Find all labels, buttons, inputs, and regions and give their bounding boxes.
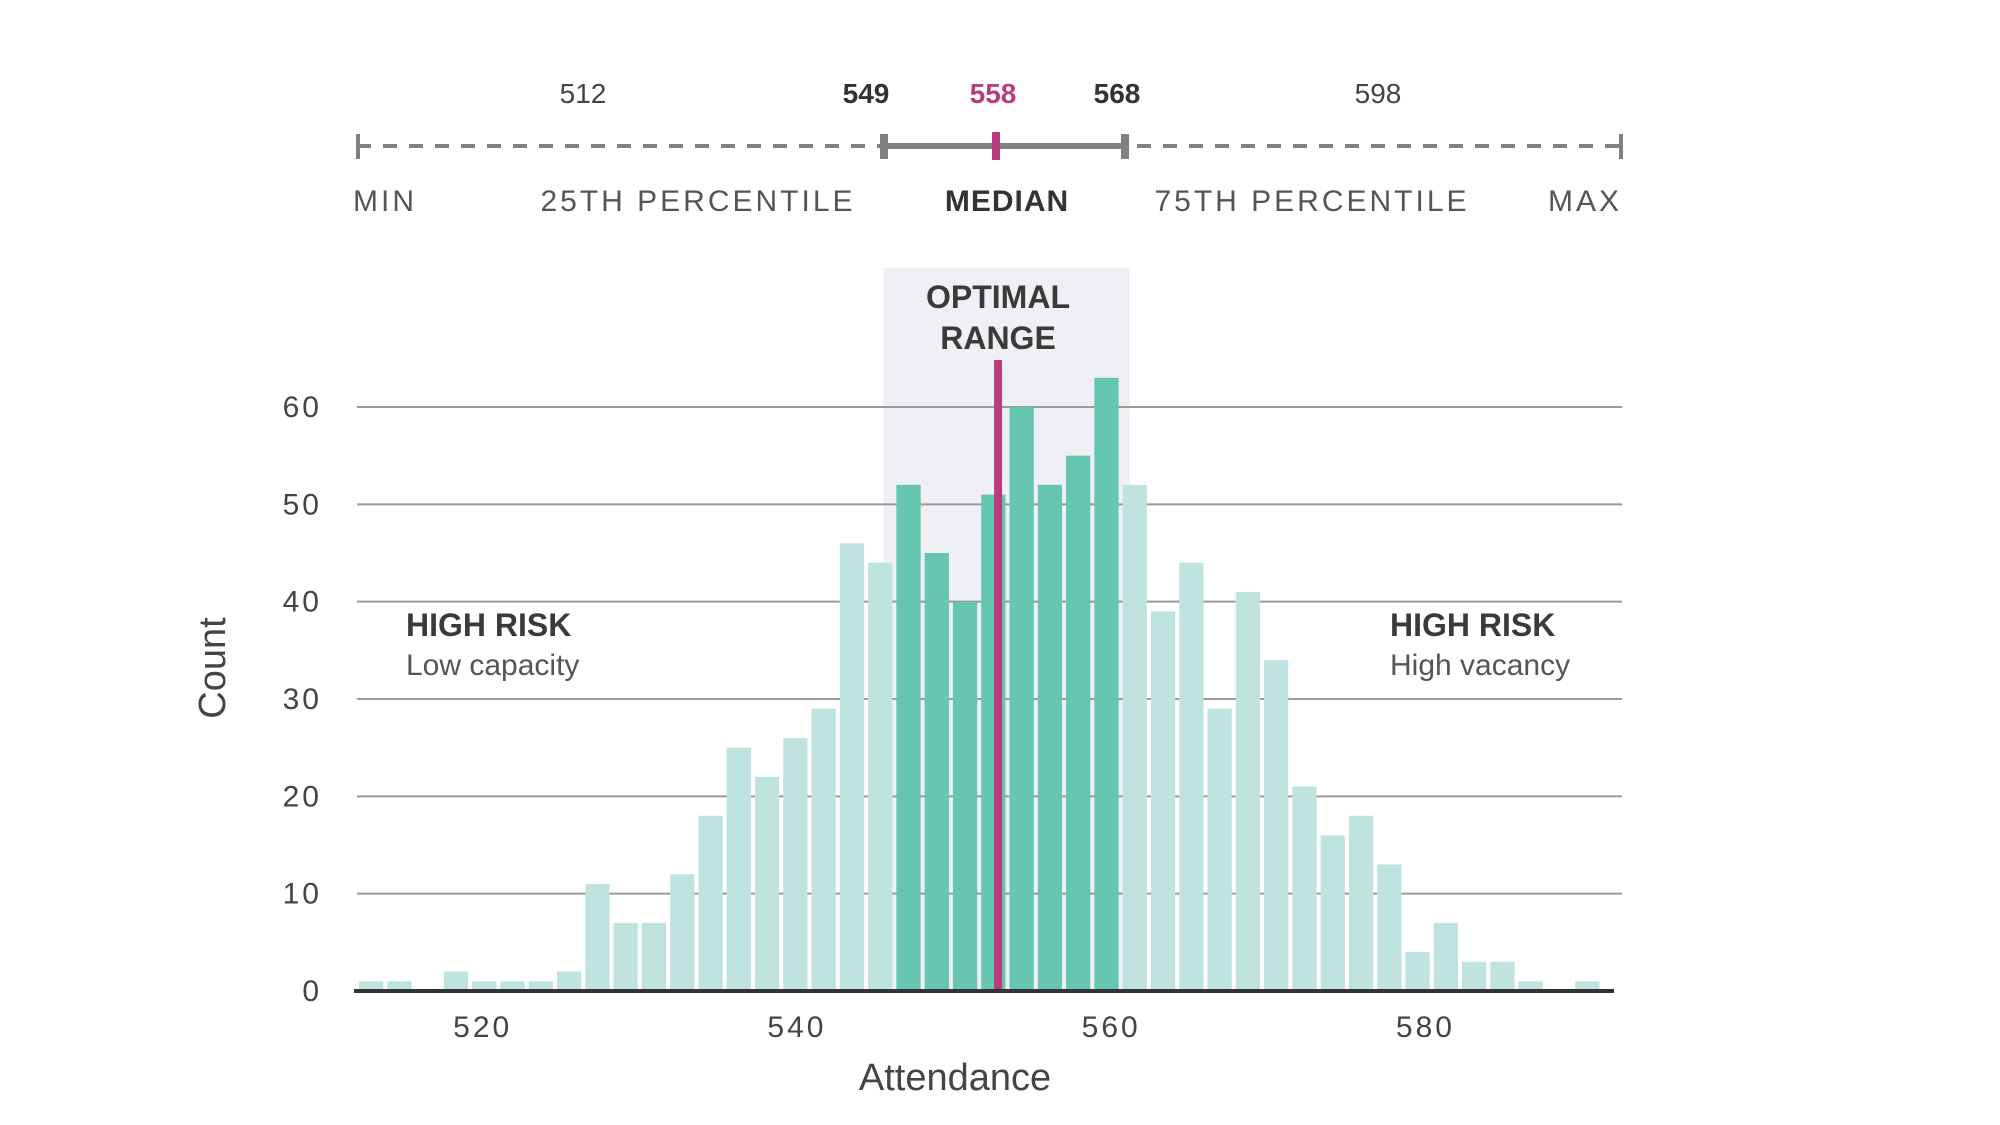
- summary-value-598: 598: [1355, 78, 1402, 109]
- histogram-bar: [726, 747, 751, 991]
- histogram-bar: [1207, 708, 1232, 991]
- histogram-bar: [1575, 981, 1600, 991]
- histogram-bar: [613, 922, 638, 991]
- histogram-bar: [839, 543, 865, 991]
- histogram-bar: [924, 553, 949, 991]
- histogram-bar: [896, 484, 921, 991]
- summary-label-p75: 75TH PERCENTILE: [1154, 185, 1469, 218]
- summary-label-max: MAX: [1548, 185, 1622, 218]
- histogram-bar: [1518, 981, 1543, 991]
- summary-value-median: 558: [970, 78, 1017, 109]
- left-risk-subtitle: Low capacity: [406, 649, 579, 682]
- histogram-bar: [500, 981, 525, 991]
- summary-value-p25: 549: [843, 78, 890, 109]
- x-tick-label-560: 560: [1082, 1011, 1141, 1044]
- histogram-bar: [443, 971, 469, 991]
- histogram-bar: [556, 971, 582, 991]
- histogram-bar: [1348, 815, 1374, 991]
- histogram-bar: [1405, 952, 1430, 991]
- summary-value-512: 512: [560, 78, 607, 109]
- histogram-bar: [585, 883, 610, 991]
- y-tick-label-50: 50: [283, 488, 322, 521]
- y-tick-label-40: 40: [283, 586, 322, 619]
- x-axis-ticks: 520 540 560 580: [453, 1011, 1455, 1044]
- histogram-bar: [1122, 484, 1147, 991]
- histogram-bar: [811, 708, 836, 991]
- histogram-bar: [1462, 961, 1487, 991]
- left-risk-title: HIGH RISK: [406, 607, 571, 643]
- histogram-bar: [528, 981, 553, 991]
- x-tick-label-540: 540: [767, 1011, 826, 1044]
- histogram-bar: [670, 874, 695, 991]
- x-tick-label-580: 580: [1396, 1011, 1455, 1044]
- y-tick-label-10: 10: [283, 878, 322, 911]
- histogram-bar: [1066, 455, 1091, 992]
- histogram-bar: [1490, 961, 1515, 991]
- histogram-bar: [783, 737, 808, 991]
- histogram-bars: [359, 377, 1600, 992]
- y-tick-label-0: 0: [302, 975, 322, 1008]
- x-tick-label-520: 520: [453, 1011, 512, 1044]
- summary-label-p25: 25TH PERCENTILE: [540, 185, 855, 218]
- right-risk-title: HIGH RISK: [1390, 607, 1555, 643]
- histogram-bar: [698, 815, 723, 991]
- histogram-bar: [1433, 922, 1459, 991]
- histogram-bar: [1037, 484, 1063, 991]
- y-tick-label-30: 30: [283, 683, 322, 716]
- y-axis-title: Count: [192, 617, 234, 719]
- y-axis-ticks: 0 10 20 30 40 50 60: [283, 391, 322, 1008]
- histogram-bar: [754, 776, 780, 991]
- summary-label-median: MEDIAN: [945, 185, 1069, 218]
- summary-label-min: MIN: [353, 185, 417, 218]
- histogram-bar: [1292, 786, 1317, 991]
- y-tick-label-60: 60: [283, 391, 322, 424]
- summary-value-p75: 568: [1094, 78, 1141, 109]
- histogram-bar: [1377, 864, 1402, 991]
- optimal-range-label-line2: RANGE: [940, 320, 1056, 356]
- histogram-bar: [472, 981, 497, 991]
- histogram-bar: [387, 981, 412, 991]
- right-risk-subtitle: High vacancy: [1390, 649, 1570, 682]
- histogram-bar: [1235, 591, 1261, 991]
- summary-strip: 512 549 558 568 598 MIN 25TH PERCENTILE …: [353, 78, 1623, 218]
- x-axis-title: Attendance: [859, 1057, 1051, 1099]
- histogram-bar: [1179, 562, 1204, 991]
- histogram-bar: [359, 981, 384, 991]
- histogram-bar: [1320, 835, 1345, 991]
- histogram-bar: [641, 922, 667, 991]
- histogram-bar: [1009, 407, 1034, 991]
- histogram-bar: [868, 562, 893, 991]
- histogram-bar: [1094, 377, 1119, 991]
- histogram-bar: [1150, 611, 1176, 991]
- histogram-bar: [1264, 660, 1289, 991]
- y-tick-label-20: 20: [283, 780, 322, 813]
- histogram-bar: [952, 601, 978, 991]
- optimal-range-label-line1: OPTIMAL: [926, 279, 1070, 315]
